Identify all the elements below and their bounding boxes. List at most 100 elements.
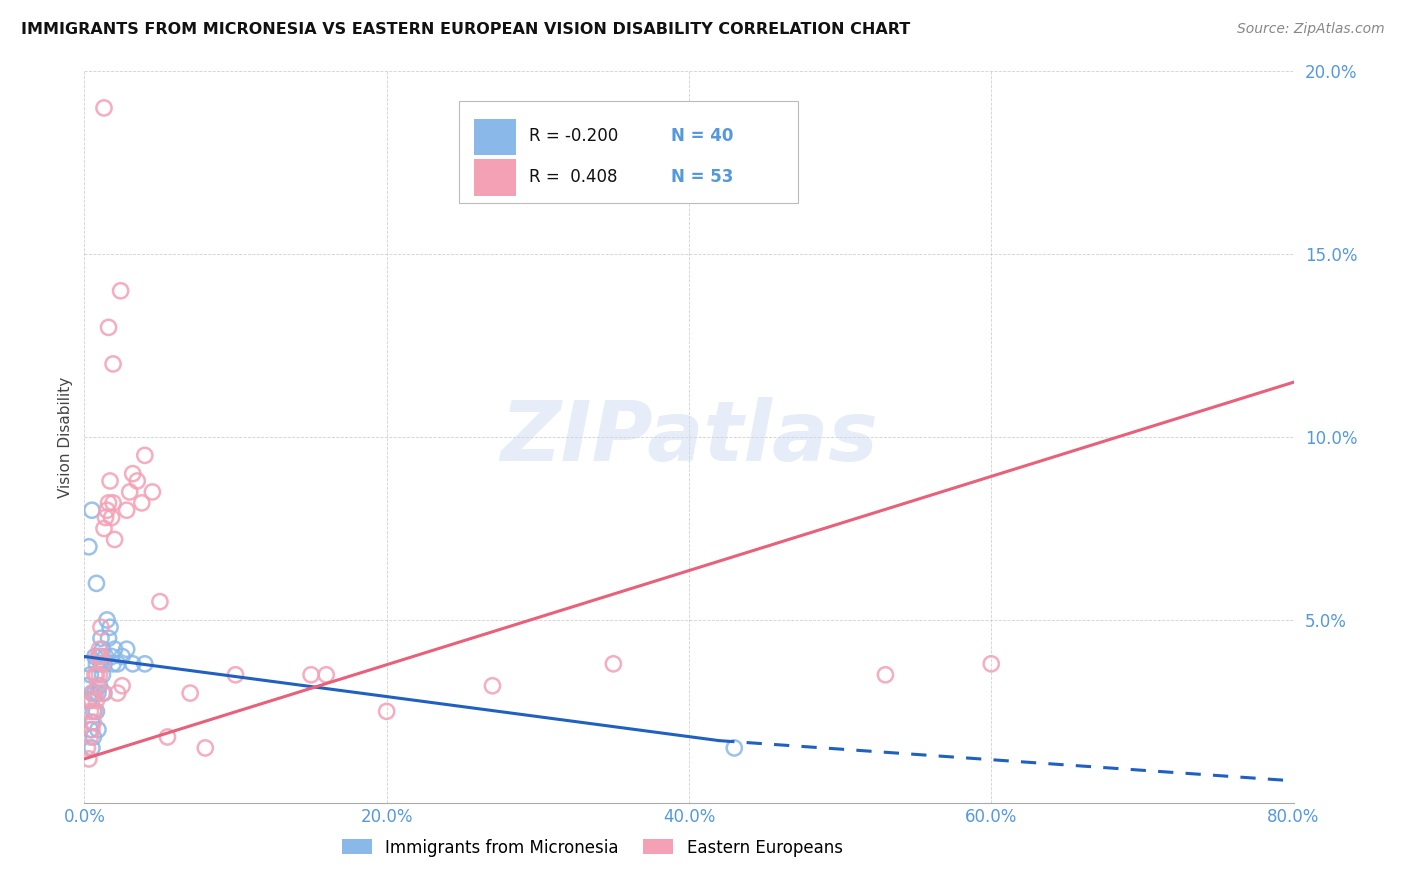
Point [100,649,122,664]
Point [127,474,149,488]
Point [96,613,118,627]
Point [115,503,138,517]
Point [80,723,103,737]
Point [98,474,121,488]
Point [141,485,163,500]
Point [80,503,103,517]
Point [89,667,111,681]
Point [90,657,112,671]
Point [86,667,108,681]
Point [76,740,98,755]
Point [77,657,100,671]
Point [87,649,110,664]
Point [91,642,114,657]
Point [110,284,132,298]
Point [111,649,134,664]
Point [93,521,115,535]
Point [82,715,104,730]
Point [79,723,101,737]
Point [149,594,172,608]
Point [87,686,110,700]
Point [82,686,104,700]
Point [118,485,141,500]
Point [91,657,114,671]
Point [101,496,124,510]
Point [104,642,127,657]
Point [101,357,124,371]
Point [101,657,124,671]
Point [90,649,112,664]
Point [94,510,117,524]
Point [299,667,322,681]
FancyBboxPatch shape [474,119,516,155]
Point [194,740,217,755]
Point [76,679,98,693]
Text: IMMIGRANTS FROM MICRONESIA VS EASTERN EUROPEAN VISION DISABILITY CORRELATION CHA: IMMIGRANTS FROM MICRONESIA VS EASTERN EU… [21,22,910,37]
Point [91,667,114,681]
Point [481,679,503,693]
Point [84,649,107,664]
Point [80,693,103,707]
Point [107,686,129,700]
Point [86,693,108,707]
Point [131,496,153,510]
Text: R = -0.200: R = -0.200 [529,127,619,145]
Point [156,730,179,744]
Point [97,320,120,334]
Point [86,576,108,591]
Point [225,667,247,681]
Point [77,693,100,707]
Point [79,705,101,719]
Point [93,686,115,700]
Point [79,667,101,681]
Point [84,686,107,700]
FancyBboxPatch shape [474,159,516,195]
Point [80,715,103,730]
Point [89,649,111,664]
Point [121,657,143,671]
Text: N = 40: N = 40 [671,127,733,145]
Point [80,686,103,700]
Point [84,667,107,681]
Point [86,657,108,671]
Point [375,705,398,719]
Point [89,642,111,657]
Point [96,503,118,517]
Point [107,657,129,671]
Point [80,740,103,755]
Point [111,679,134,693]
Point [723,740,745,755]
Point [104,533,127,547]
Point [97,632,120,646]
Point [87,723,110,737]
Point [875,667,897,681]
Point [100,510,122,524]
Point [79,730,101,744]
Point [77,540,100,554]
Point [315,667,337,681]
Point [980,657,1002,671]
Point [84,705,107,719]
Text: R =  0.408: R = 0.408 [529,169,617,186]
Point [87,679,110,693]
Point [93,657,115,671]
Point [134,657,156,671]
Legend: Immigrants from Micronesia, Eastern Europeans: Immigrants from Micronesia, Eastern Euro… [342,838,842,856]
Text: ZIPatlas: ZIPatlas [501,397,877,477]
Point [77,752,100,766]
Text: N = 53: N = 53 [671,169,733,186]
Point [134,448,156,462]
Point [89,679,111,693]
Point [90,620,112,634]
Point [90,632,112,646]
Point [98,620,121,634]
FancyBboxPatch shape [460,101,797,203]
Point [115,642,138,657]
Point [82,705,104,719]
Point [121,467,143,481]
Point [93,101,115,115]
Point [97,496,120,510]
Point [86,705,108,719]
Point [602,657,624,671]
Point [82,730,104,744]
